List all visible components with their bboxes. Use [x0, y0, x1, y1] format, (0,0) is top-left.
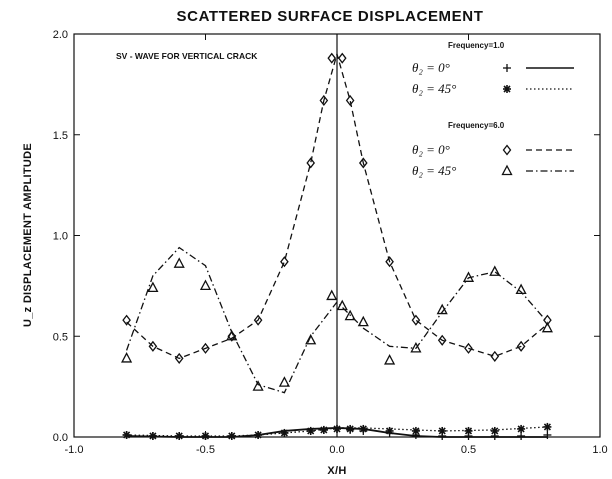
- diamond-marker: [319, 94, 329, 107]
- triangle-marker: [226, 329, 238, 341]
- plus-marker: [517, 431, 526, 440]
- legend-label: θ₂ = 0°: [412, 142, 450, 157]
- x-tick-label: -1.0: [65, 444, 84, 456]
- y-axis-label: U_z DISPLACEMENT AMPLITUDE: [22, 143, 34, 327]
- triangle-marker: [436, 303, 448, 315]
- diamond-marker: [464, 342, 473, 354]
- plus-marker: [503, 64, 511, 72]
- star-marker: [411, 426, 420, 435]
- star-marker: [543, 422, 552, 431]
- diamond-marker: [201, 342, 210, 354]
- triangle-marker: [252, 380, 264, 391]
- legend-heading: Frequency=1.0: [448, 41, 505, 50]
- diamond-marker: [516, 340, 526, 352]
- triangle-marker: [121, 352, 133, 363]
- star-marker: [201, 431, 210, 440]
- star-marker: [490, 426, 499, 435]
- diamond-marker: [174, 352, 184, 364]
- diamond-marker: [411, 314, 421, 326]
- diamond-marker: [148, 340, 158, 352]
- triangle-marker: [384, 354, 396, 365]
- plus-marker: [543, 430, 552, 439]
- triangle-marker: [357, 315, 369, 327]
- x-axis-label: X/H: [327, 465, 346, 477]
- x-tick-label: 0.0: [329, 444, 344, 456]
- star-marker: [148, 431, 157, 440]
- star-marker: [503, 85, 511, 93]
- legend: Frequency=1.0 θ₂ = 0° θ₂ = 45° Frequency=6.…: [412, 41, 574, 178]
- triangle-marker: [344, 309, 356, 321]
- legend-label: θ₂ = 45°: [412, 163, 456, 178]
- triangle-marker: [326, 289, 338, 301]
- triangle-marker: [336, 299, 348, 311]
- legend-label: θ₂ = 0°: [412, 60, 450, 75]
- y-tick-label: 1.5: [53, 130, 68, 142]
- series-3: [121, 246, 553, 394]
- triangle-marker: [199, 279, 212, 291]
- diamond-marker: [327, 52, 337, 64]
- triangle-marker: [410, 341, 422, 353]
- diamond-marker: [502, 144, 512, 156]
- legend-label: θ₂ = 45°: [412, 81, 456, 96]
- diamond-marker: [385, 256, 394, 268]
- y-tick-label: 0.5: [53, 331, 68, 343]
- y-axis-ticks: 0.0 0.5 1.0 1.5 2.0: [53, 29, 600, 444]
- star-marker: [280, 428, 289, 437]
- diamond-marker: [358, 157, 368, 169]
- triangle-marker: [541, 321, 553, 333]
- legend-heading: Frequency=6.0: [448, 121, 505, 130]
- triangle-marker: [515, 283, 527, 295]
- diamond-marker: [280, 256, 289, 268]
- star-marker: [122, 430, 131, 439]
- triangle-marker: [173, 257, 185, 268]
- star-marker: [359, 424, 368, 433]
- triangle-marker: [278, 376, 290, 387]
- diamond-marker: [337, 52, 347, 64]
- chart-annotation: SV - WAVE FOR VERTICAL CRACK: [116, 51, 258, 61]
- star-marker: [517, 424, 526, 433]
- triangle-marker: [462, 271, 475, 282]
- star-marker: [346, 424, 355, 433]
- star-marker: [438, 426, 447, 435]
- star-marker: [175, 431, 184, 440]
- star-marker: [319, 425, 328, 434]
- star-marker: [464, 426, 473, 435]
- y-tick-label: 0.0: [53, 432, 68, 444]
- diamond-marker: [122, 314, 131, 326]
- diamond-marker: [490, 350, 500, 362]
- star-marker: [385, 426, 394, 435]
- x-tick-label: 0.5: [461, 444, 476, 456]
- triangle-marker: [305, 333, 317, 345]
- triangle-marker: [489, 265, 501, 276]
- y-tick-label: 2.0: [53, 29, 68, 41]
- series-line: [125, 246, 548, 394]
- star-marker: [306, 426, 315, 435]
- series-line: [126, 51, 548, 360]
- y-tick-label: 1.0: [53, 231, 68, 243]
- x-axis-ticks: -1.0 -0.5 0.0 0.5 1.0: [65, 34, 608, 456]
- star-marker: [333, 424, 341, 433]
- series-2: [122, 51, 552, 364]
- star-marker: [227, 431, 236, 440]
- x-tick-label: 1.0: [592, 444, 607, 456]
- series-layer: [121, 34, 553, 440]
- triangle-marker: [501, 164, 513, 176]
- diamond-marker: [253, 314, 263, 326]
- diamond-marker: [306, 157, 316, 169]
- triangle-marker: [147, 281, 159, 293]
- diamond-marker: [345, 94, 355, 107]
- chart-title: SCATTERED SURFACE DISPLACEMENT: [177, 8, 484, 25]
- star-marker: [254, 430, 263, 439]
- diamond-marker: [437, 334, 447, 346]
- x-tick-label: -0.5: [196, 444, 215, 456]
- series-1: [122, 422, 552, 440]
